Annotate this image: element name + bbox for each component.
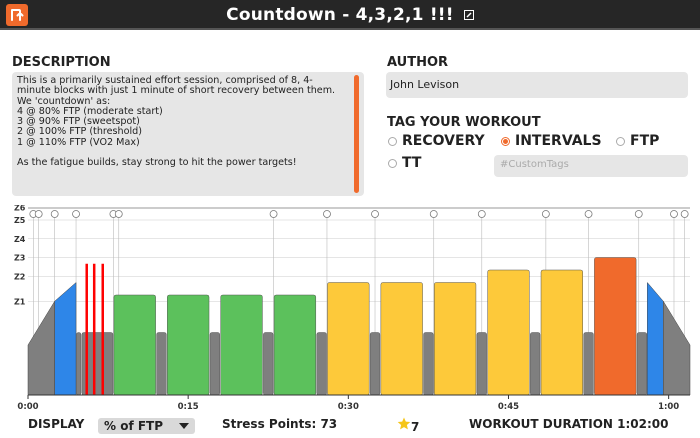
footer-bar: DISPLAY Stress Points: 73 7 WORKOUT DURA… [0,414,700,438]
tags-heading: TAG YOUR WORKOUT [387,115,541,130]
workout-title[interactable]: Countdown - 4,3,2,1 !!! [0,5,700,25]
tag-label: FTP [630,133,660,149]
custom-tags-placeholder: #CustomTags [500,159,569,170]
text-event-icon [371,210,379,218]
text-event-icon [34,210,43,218]
workout-interval-block [423,332,434,396]
tag-tt-radio[interactable]: TT [388,155,421,171]
description-scrollbar[interactable] [354,75,359,193]
workout-interval-block [316,332,327,396]
x-tick-label: 1:00 [658,402,679,412]
workout-duration: WORKOUT DURATION 1:02:00 [469,417,669,431]
x-tick-label: 0:00 [17,402,38,412]
workout-interval-block [220,294,263,396]
text-event-icon [429,210,438,218]
workout-ramp-block [647,281,664,396]
workout-interval-block [76,332,82,396]
zone-label: Z2 [14,272,25,281]
text-event-icon [323,210,331,218]
workout-title-text: Countdown - 4,3,2,1 !!! [226,5,454,25]
text-event-icon [50,210,59,218]
star-rating: 7 [397,417,419,434]
workout-interval-block [156,332,167,396]
workout-interval-block [113,294,156,396]
text-event-icon [72,210,80,218]
text-event-icon [634,210,643,218]
stress-points: Stress Points: 73 [222,417,338,431]
display-unit-dropdown[interactable]: % of FTP [98,418,195,434]
description-text[interactable]: This is a primarily sustained effort ses… [17,75,336,169]
x-tick-label: 0:15 [178,402,199,412]
workout-ramp-block [27,300,55,396]
workout-interval-block [540,269,583,396]
workout-chart-svg[interactable]: Z6 Z5 Z4 Z3 Z2 Z1 0:00 0:15 0:30 0:45 1:00 [0,204,700,415]
zone-label: Z6 [14,205,26,213]
workout-interval-block [594,257,637,396]
text-event-icon [670,210,678,218]
workout-interval-block [273,294,317,396]
tag-ftp-radio[interactable]: FTP [616,133,659,149]
back-button[interactable] [6,4,28,26]
workout-interval-block [167,294,210,396]
back-arrow-icon [11,9,24,21]
zone-label: Z1 [14,297,26,306]
x-tick-label: 0:30 [338,402,359,412]
description-textbox[interactable]: This is a primarily sustained effort ses… [12,72,364,196]
radio-dot [388,136,397,146]
x-tick-label: 0:45 [498,402,519,412]
custom-tags-input[interactable]: #CustomTags [494,155,688,177]
radio-dot-selected [501,136,510,146]
workout-chart[interactable]: Z6 Z5 Z4 Z3 Z2 Z1 0:00 0:15 0:30 0:45 1:00 [0,204,700,415]
tag-label: RECOVERY [402,133,485,149]
zone-label: Z5 [14,216,26,225]
edit-icon[interactable] [463,10,474,20]
workout-interval-block [636,332,648,396]
description-heading: DESCRIPTION [12,55,111,70]
text-event-icon [114,210,123,218]
radio-dot [388,158,397,168]
workout-ramp-block [663,300,691,396]
author-heading: AUTHOR [387,55,449,70]
tag-label: TT [402,155,422,171]
workout-interval-block [209,332,220,396]
workout-ramp-block [54,281,77,396]
workout-interval-block [369,332,381,396]
workout-interval-block [476,332,487,396]
workout-interval-block [530,332,541,396]
tag-recovery-radio[interactable]: RECOVERY [388,133,485,149]
display-label: DISPLAY [28,417,85,431]
workout-interval-block [433,282,477,396]
title-bar: Countdown - 4,3,2,1 !!! [0,0,700,30]
radio-dot [616,136,625,146]
display-unit-value: % of FTP [104,419,164,433]
tag-label: INTERVALS [515,133,602,149]
author-name: John Levison [390,78,460,91]
text-event-icon [584,210,593,218]
text-event-icon [541,210,550,218]
zone-label: Z3 [14,254,25,263]
star-count: 7 [411,420,420,434]
workout-interval-block [583,332,594,396]
workout-interval-block [263,332,274,396]
workout-interval-block [327,282,370,396]
chevron-down-icon [179,423,189,429]
text-event-icon [680,210,689,218]
star-icon [397,417,411,430]
tag-intervals-radio[interactable]: INTERVALS [501,133,602,149]
zone-label: Z4 [14,235,26,244]
workout-interval-block [487,269,530,396]
text-event-icon [269,210,278,218]
workout-interval-block [380,282,423,396]
text-event-icon [477,210,486,218]
author-field[interactable]: John Levison [386,72,688,98]
